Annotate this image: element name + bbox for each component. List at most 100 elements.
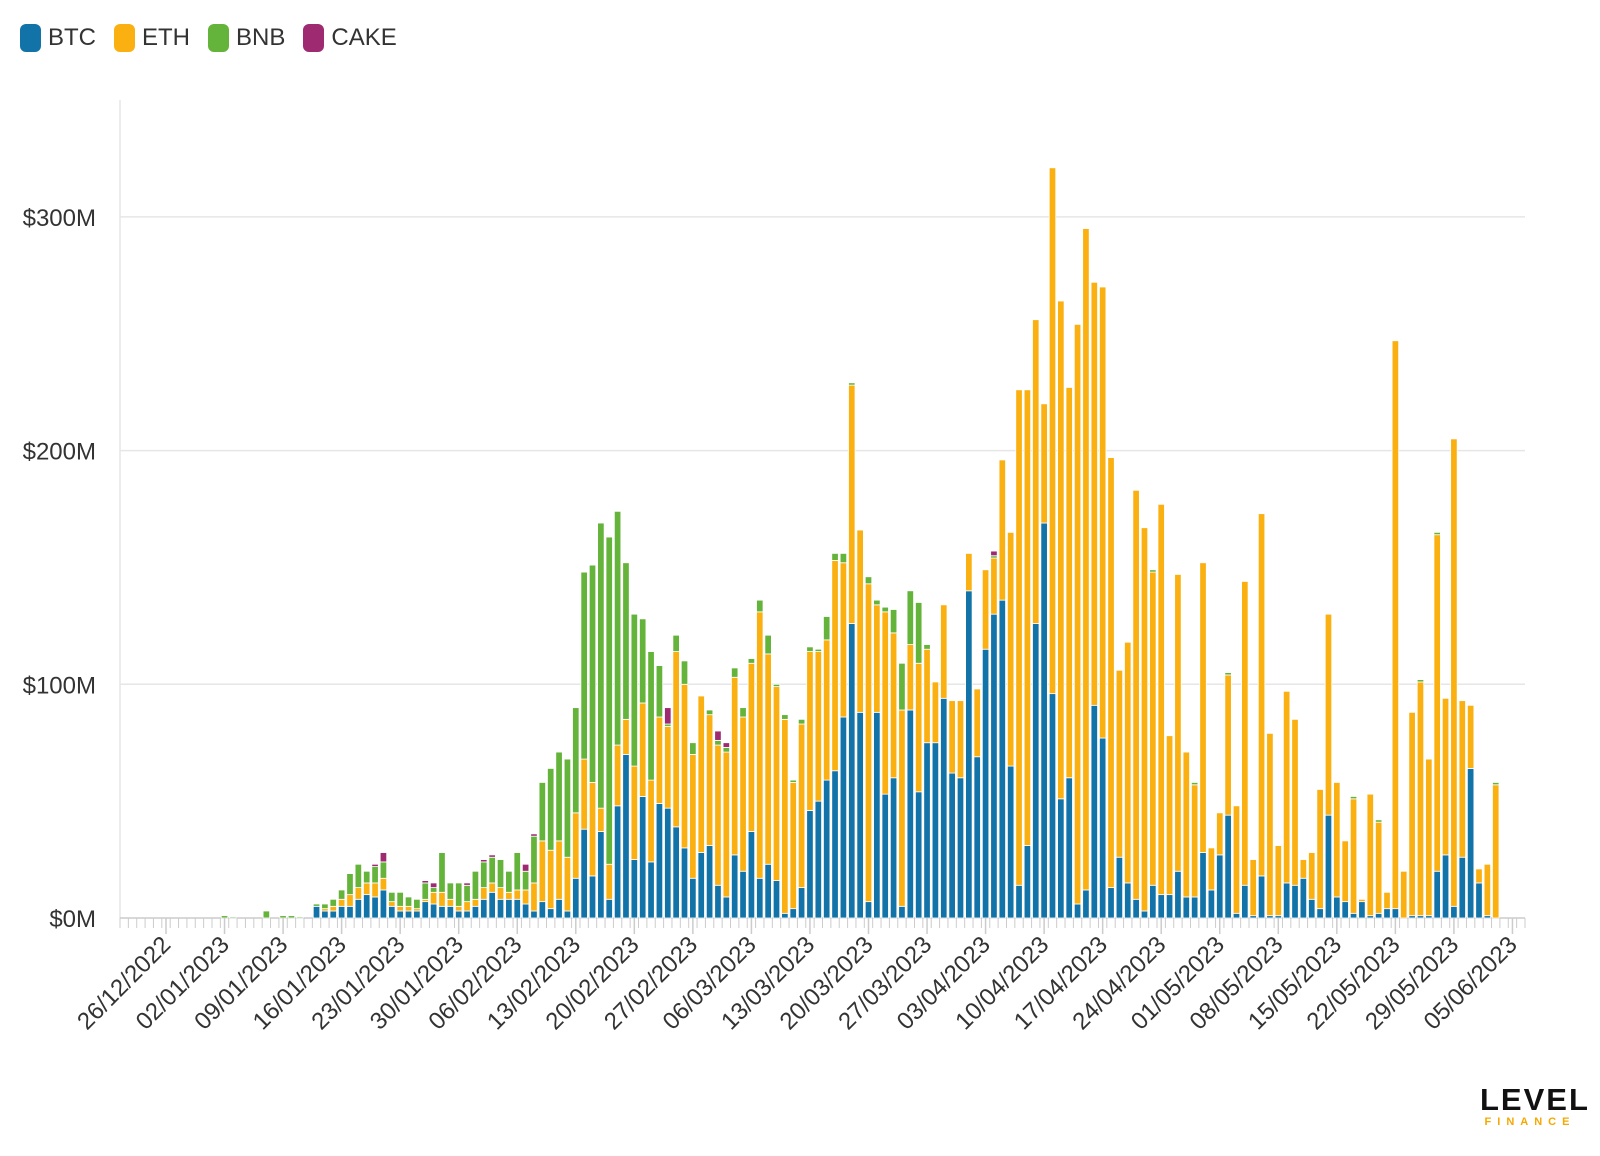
bar-btc — [689, 877, 697, 919]
bar-bnb — [848, 382, 856, 386]
bar-eth — [781, 718, 789, 914]
bar-eth — [388, 901, 396, 907]
bar-bnb — [873, 599, 881, 606]
bar-btc — [981, 648, 990, 919]
bar-btc — [480, 898, 488, 919]
bar-cake — [521, 863, 530, 872]
legend-item-bnb[interactable]: BNB — [208, 24, 285, 52]
bar-bnb — [1374, 819, 1383, 823]
bar-eth — [689, 754, 697, 879]
logo-wordmark: LEVEL — [1480, 1082, 1590, 1117]
bar-btc — [496, 898, 505, 919]
bar-bnb — [287, 915, 296, 919]
bar-btc — [572, 877, 580, 919]
bar-btc — [1007, 765, 1015, 919]
bar-bnb — [823, 616, 831, 641]
bar-bnb — [262, 910, 271, 919]
legend-item-btc[interactable]: BTC — [20, 24, 96, 52]
bar-cake — [480, 859, 488, 863]
bar-eth — [848, 384, 856, 624]
bar-eth — [1048, 167, 1057, 695]
bar-btc — [1458, 856, 1466, 919]
bar-eth — [563, 856, 572, 912]
bar-btc — [672, 826, 680, 919]
bar-btc — [1224, 814, 1232, 919]
bar-eth — [948, 700, 956, 774]
bar-btc — [1065, 777, 1073, 919]
bar-btc — [856, 711, 864, 919]
bar-btc — [990, 613, 998, 919]
bar-bnb — [1190, 782, 1199, 786]
legend-item-eth[interactable]: ETH — [114, 24, 190, 52]
bar-btc — [1324, 814, 1333, 919]
legend-item-cake[interactable]: CAKE — [303, 24, 397, 52]
bar-eth — [1475, 868, 1483, 884]
bar-bnb — [455, 882, 463, 907]
bar-eth — [1416, 681, 1425, 917]
bar-eth — [496, 887, 505, 900]
bar-eth — [1082, 228, 1090, 891]
bar-eth — [1023, 389, 1032, 846]
bar-btc — [1107, 887, 1115, 919]
bar-bnb — [639, 618, 647, 704]
bar-eth — [864, 583, 873, 903]
bar-eth — [705, 714, 714, 846]
bar-btc — [371, 896, 379, 919]
bar-bnb — [538, 782, 546, 842]
bar-eth — [981, 569, 990, 650]
bar-eth — [630, 765, 638, 860]
bar-eth — [1333, 782, 1341, 898]
bar-btc — [530, 910, 538, 919]
bar-btc — [1057, 798, 1065, 919]
bar-bnb — [731, 667, 739, 678]
bar-eth — [1400, 870, 1408, 919]
legend-swatch-btc — [20, 24, 41, 52]
bar-eth — [1257, 513, 1266, 877]
bar-btc — [605, 898, 613, 919]
bar-btc — [655, 803, 664, 919]
bar-eth — [747, 662, 756, 832]
bar-bnb — [806, 646, 814, 652]
bar-btc — [1023, 845, 1032, 919]
bar-btc — [363, 894, 371, 919]
bar-btc — [1115, 856, 1124, 919]
bar-bnb — [630, 613, 638, 767]
bar-btc — [1090, 704, 1098, 919]
bar-btc — [613, 805, 622, 919]
bar-btc — [831, 770, 839, 919]
bar-eth — [1374, 821, 1383, 914]
bar-bnb — [747, 658, 756, 664]
bar-eth — [354, 887, 363, 900]
bar-bnb — [379, 861, 388, 879]
bar-bnb — [463, 884, 471, 903]
bar-eth — [789, 782, 797, 910]
bars — [220, 167, 1500, 919]
bar-bnb — [404, 896, 413, 907]
bar-eth — [1007, 531, 1015, 767]
bar-btc — [1182, 896, 1190, 919]
bar-btc — [781, 912, 789, 919]
bar-bnb — [722, 746, 730, 753]
bar-eth — [1232, 805, 1241, 914]
bar-eth — [680, 683, 689, 849]
bar-bnb — [471, 870, 480, 900]
bar-btc — [1132, 898, 1140, 919]
bar-btc — [722, 896, 730, 919]
bar-bnb — [413, 898, 421, 910]
bar-eth — [1040, 403, 1048, 524]
bar-eth — [404, 905, 413, 912]
bar-eth — [906, 644, 914, 711]
bar-btc — [1433, 870, 1441, 919]
bar-btc — [1174, 870, 1182, 919]
bar-btc — [639, 796, 647, 919]
bar-eth — [839, 562, 848, 718]
bar-bnb — [831, 553, 839, 561]
bar-bnb — [488, 856, 496, 884]
bar-eth — [1157, 503, 1165, 896]
bar-bnb — [605, 536, 613, 865]
bar-eth — [998, 459, 1006, 601]
bar-btc — [873, 711, 881, 919]
bar-eth — [915, 662, 923, 793]
bar-btc — [923, 742, 931, 919]
y-axis-labels: $0M $100M $200M $300M — [23, 205, 96, 933]
